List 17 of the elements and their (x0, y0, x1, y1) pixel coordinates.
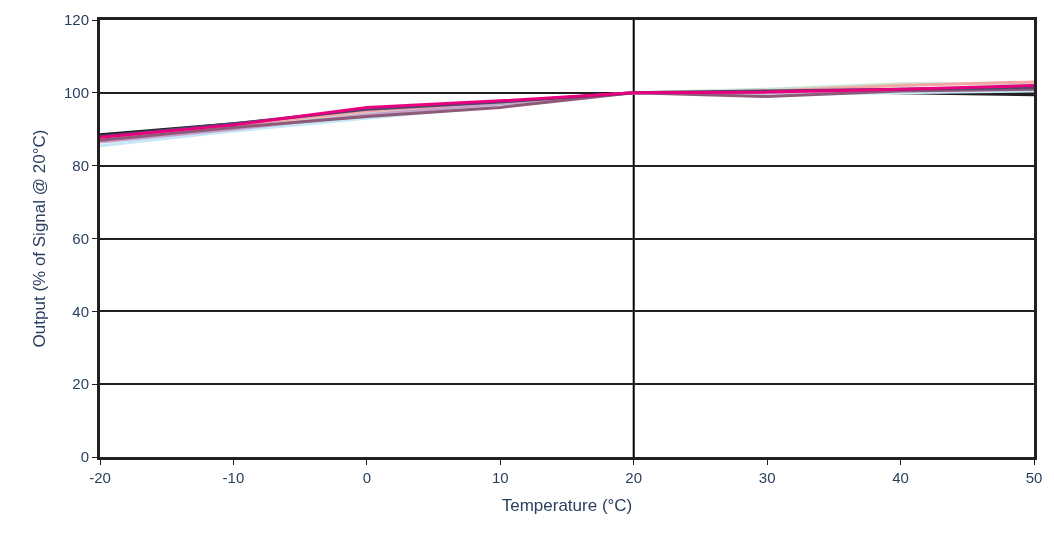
y-tick-label: 0 (80, 448, 89, 466)
x-tick-label: 10 (491, 469, 509, 486)
y-tick-label: 80 (72, 156, 89, 174)
x-tick-label: 40 (892, 469, 909, 486)
y-axis-title: Output (% of Signal @ 20°C) (29, 129, 49, 348)
x-tick-label: 30 (758, 469, 776, 486)
x-axis-title: Temperature (°C) (501, 496, 633, 516)
y-tick-label: 100 (63, 84, 89, 102)
y-tick-label: 60 (72, 229, 89, 247)
y-tick-label: 40 (72, 302, 89, 320)
x-tick-label: -10 (222, 469, 245, 486)
x-tick-label: -20 (89, 469, 111, 486)
y-tick-label: 20 (72, 375, 89, 393)
y-tick-label: 120 (63, 11, 89, 29)
x-tick-label: 20 (625, 469, 643, 486)
x-tick-label: 50 (1025, 469, 1043, 486)
x-tick-label: 0 (362, 469, 372, 486)
